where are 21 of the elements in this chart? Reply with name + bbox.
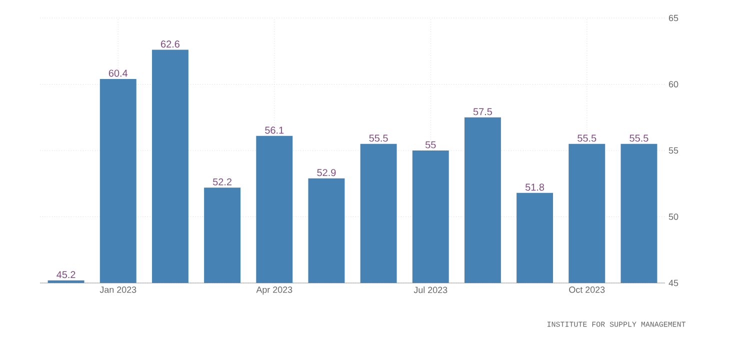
data-label: 60.4 xyxy=(108,70,128,77)
data-label: 62.6 xyxy=(161,40,180,48)
y-tick-label: 50 xyxy=(668,214,678,220)
data-label: 55.5 xyxy=(369,134,388,142)
data-label: 57.5 xyxy=(473,108,492,116)
y-tick-label: 55 xyxy=(668,147,678,154)
y-tick-label: 65 xyxy=(668,14,678,22)
x-tick-label: Jan 2023 xyxy=(100,286,136,293)
x-tick-label: Apr 2023 xyxy=(256,286,292,295)
y-tick-label: 60 xyxy=(668,81,678,88)
data-label: 55.5 xyxy=(578,134,596,142)
y-tick-label: 45 xyxy=(668,280,678,286)
data-label: 55 xyxy=(425,141,436,148)
data-label: 51.8 xyxy=(526,184,544,191)
data-label: 52.9 xyxy=(317,169,336,176)
data-label: 55.5 xyxy=(630,134,648,142)
x-tick-label: Jul 2023 xyxy=(414,286,448,294)
data-label: 45.2 xyxy=(56,271,76,278)
data-label: 56.1 xyxy=(265,126,284,134)
data-label: 52.2 xyxy=(213,178,232,186)
x-tick-label: Oct 2023 xyxy=(569,286,605,293)
